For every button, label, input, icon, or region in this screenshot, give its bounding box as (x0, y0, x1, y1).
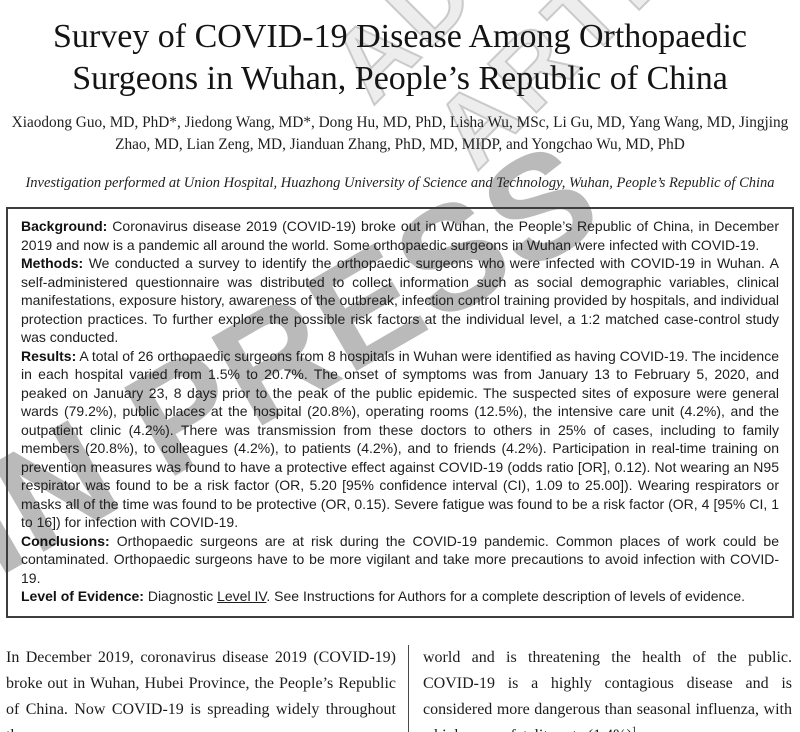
abstract-section-results: Results: A total of 26 orthopaedic surge… (21, 347, 779, 532)
body-right-end: . (637, 727, 641, 732)
abstract-label-background: Background: (21, 218, 108, 234)
abstract-label-methods: Methods: (21, 255, 84, 271)
body-left-paragraph: In December 2019, coronavirus disease 20… (6, 648, 396, 732)
article-title: Survey of COVID-19 Disease Among Orthopa… (4, 16, 796, 100)
abstract-section-methods: Methods: We conducted a survey to identi… (21, 254, 779, 347)
level-of-evidence-pre: Diagnostic (143, 588, 218, 604)
abstract-section-background: Background: Coronavirus disease 2019 (CO… (21, 217, 779, 254)
abstract-box: Background: Coronavirus disease 2019 (CO… (6, 207, 794, 618)
abstract-text-background: Coronavirus disease 2019 (COVID-19) brok… (21, 218, 779, 253)
article-title-line1: Survey of COVID-19 Disease Among Orthopa… (52, 18, 748, 55)
body-left-column: In December 2019, coronavirus disease 20… (6, 645, 408, 732)
citation-superscript: 1 (631, 725, 637, 732)
authors-line: Xiaodong Guo, MD, PhD*, Jiedong Wang, MD… (11, 114, 789, 153)
level-of-evidence-underlined: Level IV (217, 588, 267, 604)
body-columns: In December 2019, coronavirus disease 20… (6, 644, 792, 732)
abstract-label-results: Results: (21, 347, 77, 364)
abstract-section-conclusions: Conclusions: Orthopaedic surgeons are at… (21, 532, 779, 588)
body-right-column: world and is threatening the health of t… (409, 645, 792, 732)
abstract-section-level-of-evidence: Level of Evidence: Diagnostic Level IV. … (21, 587, 779, 606)
abstract-label-conclusions: Conclusions: (21, 532, 110, 549)
level-of-evidence-post: . See Instructions for Authors for a com… (266, 588, 745, 604)
affiliation-line: Investigation performed at Union Hospita… (25, 175, 775, 191)
abstract-text-results: A total of 26 orthopaedic surgeons from … (21, 347, 779, 531)
abstract-text-conclusions: Orthopaedic surgeons are at risk during … (21, 532, 779, 586)
article-title-line2: Surgeons in Wuhan, People’s Republic of … (72, 60, 728, 97)
abstract-label-level-of-evidence: Level of Evidence: (21, 588, 144, 604)
column-divider (408, 644, 409, 732)
body-right-text: world and is threatening the health of t… (423, 648, 792, 732)
abstract-text-methods: We conducted a survey to identify the or… (21, 255, 779, 345)
body-right-paragraph: world and is threatening the health of t… (423, 645, 792, 732)
